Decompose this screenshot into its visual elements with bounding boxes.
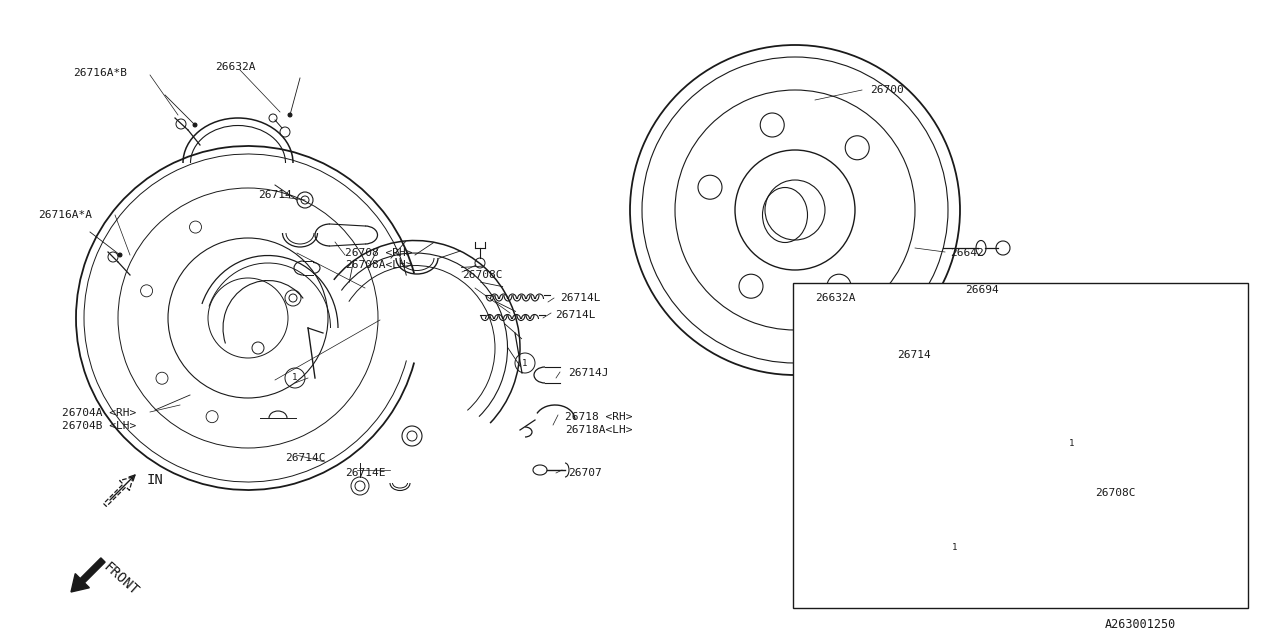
Text: 26714: 26714 [897, 350, 931, 360]
Text: IN: IN [147, 473, 164, 487]
Text: 1: 1 [292, 374, 298, 383]
Text: 1: 1 [952, 543, 957, 552]
Text: 26714J: 26714J [568, 368, 608, 378]
Text: 26632A: 26632A [215, 62, 256, 72]
Circle shape [118, 253, 122, 257]
Text: 26714C: 26714C [285, 453, 325, 463]
Circle shape [193, 123, 197, 127]
Text: 26704A <RH>: 26704A <RH> [61, 408, 136, 418]
Text: 26718A<LH>: 26718A<LH> [564, 425, 632, 435]
Text: 26718 <RH>: 26718 <RH> [564, 412, 632, 422]
Text: 26708C: 26708C [1094, 488, 1135, 498]
Text: 26707: 26707 [568, 468, 602, 478]
Text: 1: 1 [522, 358, 527, 367]
Text: 26714L: 26714L [561, 293, 600, 303]
Bar [794, 283, 1248, 608]
Text: 1: 1 [1069, 438, 1075, 447]
FancyArrow shape [70, 558, 105, 592]
Text: 26714E: 26714E [346, 468, 385, 478]
Text: 26642: 26642 [950, 248, 984, 258]
Text: 26714L: 26714L [556, 310, 595, 320]
Circle shape [288, 113, 292, 117]
Text: 26714: 26714 [259, 190, 292, 200]
Text: 26694: 26694 [965, 285, 998, 295]
Text: 26704B <LH>: 26704B <LH> [61, 421, 136, 431]
Text: 26632A: 26632A [815, 293, 855, 303]
Text: A263001250: A263001250 [1105, 618, 1176, 631]
Text: 26708 <RH>: 26708 <RH> [346, 248, 412, 258]
Text: 26708A<LH>: 26708A<LH> [346, 260, 412, 270]
Text: 26716A*A: 26716A*A [38, 210, 92, 220]
Text: 26708C: 26708C [462, 270, 503, 280]
Text: FRONT: FRONT [101, 560, 141, 598]
Text: 26716A*B: 26716A*B [73, 68, 127, 78]
Text: 26700: 26700 [870, 85, 904, 95]
